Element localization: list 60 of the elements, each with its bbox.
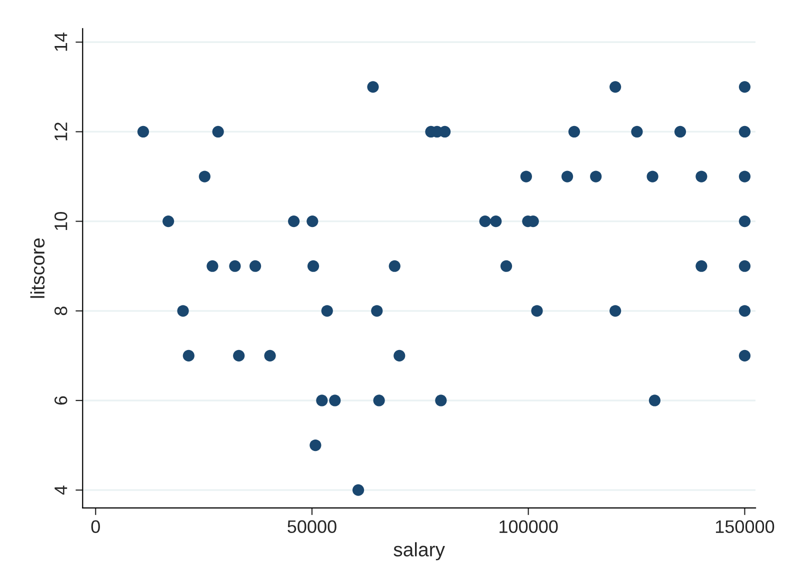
point: [738, 170, 751, 182]
point: [568, 126, 580, 138]
x-tick-label: 100000: [500, 520, 558, 534]
point: [137, 126, 150, 138]
point: [206, 260, 218, 272]
x-tick-label: 0: [91, 520, 100, 534]
y-tick-label: 8: [54, 306, 68, 316]
point: [631, 126, 643, 138]
point: [610, 81, 622, 93]
y-tick-label: 10: [54, 212, 68, 230]
x-axis-title: salary: [394, 542, 445, 560]
point: [435, 394, 447, 406]
point: [229, 260, 241, 272]
point: [162, 216, 174, 228]
y-tick-label: 4: [54, 486, 68, 495]
point: [561, 170, 574, 182]
point: [264, 350, 276, 362]
point: [648, 394, 661, 406]
point: [646, 170, 658, 182]
point: [367, 81, 379, 93]
point: [394, 350, 406, 362]
point: [738, 216, 751, 228]
point: [316, 394, 328, 406]
point: [177, 305, 189, 317]
point: [198, 170, 210, 182]
point: [738, 126, 751, 138]
point: [738, 350, 751, 362]
point: [696, 260, 708, 272]
point: [233, 350, 245, 362]
point: [310, 439, 322, 452]
point: [352, 484, 364, 496]
y-tick-label: 6: [54, 396, 68, 405]
point: [182, 350, 194, 362]
x-tick-label: 50000: [288, 520, 336, 534]
point: [738, 81, 751, 93]
point: [520, 170, 532, 182]
point: [590, 170, 602, 182]
point: [321, 305, 333, 317]
point: [610, 305, 622, 317]
point: [371, 305, 383, 317]
point: [490, 216, 502, 228]
point: [479, 216, 491, 228]
point: [306, 216, 318, 228]
y-axis-title: litscore: [30, 238, 45, 298]
point: [212, 126, 224, 138]
point: [388, 260, 400, 272]
point: [329, 394, 341, 406]
point: [307, 260, 320, 272]
y-tick-label: 12: [54, 122, 68, 140]
x-tick-label: 150000: [716, 520, 774, 534]
point: [288, 216, 300, 228]
point: [249, 260, 262, 272]
point: [738, 305, 751, 317]
point: [696, 170, 708, 182]
point: [738, 260, 751, 272]
point: [373, 394, 385, 406]
point: [674, 126, 686, 138]
y-tick-label: 14: [54, 32, 68, 51]
point: [531, 305, 543, 317]
point: [500, 260, 512, 272]
